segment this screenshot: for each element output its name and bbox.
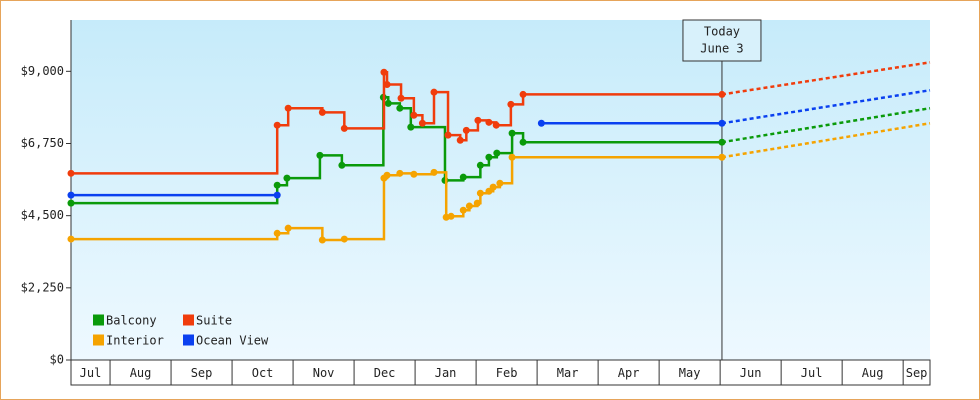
point (430, 88, 438, 96)
point (718, 90, 726, 98)
y-tick-label: $2,250 (21, 280, 64, 294)
point (430, 168, 438, 176)
point (316, 151, 324, 159)
today-box (682, 19, 762, 62)
point (396, 104, 404, 112)
point (67, 169, 75, 177)
legend-label: Balcony (106, 314, 157, 328)
legend-swatch (183, 334, 194, 346)
y-tick-label: $0 (50, 353, 64, 367)
legend-label: Suite (196, 314, 232, 328)
point (485, 153, 493, 161)
point (485, 118, 493, 126)
x-tick-label: Jul (801, 366, 823, 380)
point (338, 161, 346, 169)
point (537, 119, 545, 127)
legend-swatch (93, 314, 104, 326)
point (462, 126, 470, 134)
point (418, 119, 426, 127)
point (407, 123, 415, 131)
point (492, 121, 500, 129)
x-tick-label: Aug (130, 366, 152, 380)
point (447, 212, 455, 220)
x-tick-label: Jun (740, 366, 762, 380)
point (519, 138, 527, 146)
point (273, 191, 281, 199)
y-tick-label: $6,750 (21, 136, 64, 150)
plot-area (71, 20, 930, 360)
point (67, 191, 75, 199)
point (718, 153, 726, 161)
point (67, 199, 75, 207)
point (444, 131, 452, 139)
x-tick-label: Nov (313, 366, 335, 380)
forecast-line (721, 61, 931, 96)
point (489, 183, 497, 191)
point (519, 90, 527, 98)
point (283, 174, 291, 182)
point (493, 149, 501, 157)
today-date: June 3 (700, 42, 743, 56)
point (340, 235, 348, 243)
point (508, 153, 516, 161)
point (508, 129, 516, 137)
point (496, 179, 504, 187)
point (273, 181, 281, 189)
point (410, 111, 418, 119)
forecast-line (721, 89, 931, 125)
point (273, 229, 281, 237)
point (474, 116, 482, 124)
forecast-line (721, 122, 931, 159)
x-tick-label: Oct (252, 366, 274, 380)
point (473, 199, 481, 207)
x-tick-label: Aug (862, 366, 884, 380)
point (410, 170, 418, 178)
forecast-line (721, 106, 931, 144)
x-tick-label: Mar (557, 366, 579, 380)
point (476, 189, 484, 197)
legend-label: Interior (106, 334, 164, 348)
point (507, 100, 515, 108)
point (456, 136, 464, 144)
legend-label: Ocean View (196, 334, 269, 348)
point (476, 161, 484, 169)
legend-swatch (93, 334, 104, 346)
point (340, 124, 348, 132)
point (465, 202, 473, 210)
point (318, 236, 326, 244)
x-tick-label: May (679, 366, 701, 380)
point (284, 224, 292, 232)
point (67, 235, 75, 243)
point (380, 68, 388, 76)
x-tick-label: Apr (618, 366, 640, 380)
point (459, 206, 467, 214)
legend-swatch (183, 314, 194, 326)
x-tick-label: Sep (191, 366, 213, 380)
point (459, 173, 467, 181)
point (718, 119, 726, 127)
x-tick-label: Dec (374, 366, 396, 380)
point (318, 108, 326, 116)
point (718, 138, 726, 146)
x-tick-label: Jul (80, 366, 102, 380)
point (273, 121, 281, 129)
point (397, 94, 405, 102)
point (383, 80, 391, 88)
x-tick-label: Jan (435, 366, 457, 380)
y-tick-label: $4,500 (21, 208, 64, 222)
x-tick-label: Feb (496, 366, 518, 380)
x-tick-label: Sep (906, 366, 928, 380)
today-label: Today (704, 25, 740, 39)
point (384, 99, 392, 107)
y-tick-label: $9,000 (21, 64, 64, 78)
point (383, 171, 391, 179)
point (284, 104, 292, 112)
point (396, 169, 404, 177)
